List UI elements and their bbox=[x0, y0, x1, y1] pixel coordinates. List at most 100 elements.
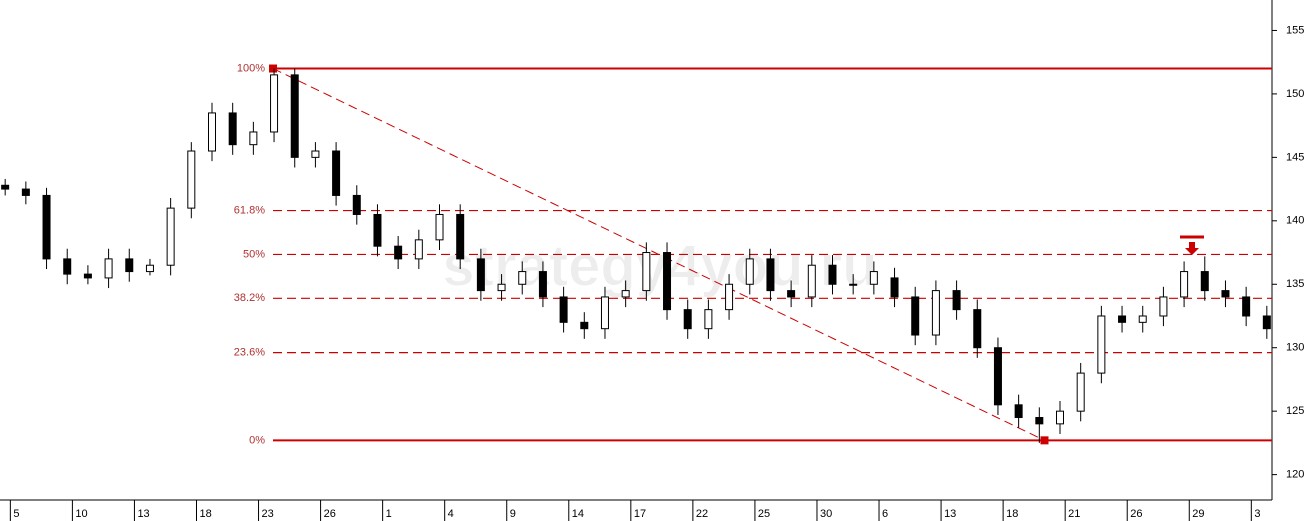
x-tick-label: 26 bbox=[324, 508, 336, 520]
fib-label: 0% bbox=[249, 434, 265, 446]
candle-body bbox=[166, 207, 175, 266]
x-tick-label: 23 bbox=[262, 508, 274, 520]
candle-body bbox=[1159, 296, 1168, 317]
candle-body bbox=[787, 290, 796, 298]
fib-anchor bbox=[269, 64, 278, 73]
candle-body bbox=[83, 273, 92, 279]
y-tick-label: 140 bbox=[1286, 215, 1304, 227]
x-tick-label: 17 bbox=[634, 508, 646, 520]
x-tick-label: 18 bbox=[199, 508, 211, 520]
fib-label: 61.8% bbox=[234, 204, 265, 216]
candle-body bbox=[766, 258, 775, 292]
candle-body bbox=[600, 296, 609, 330]
watermark: strategy4you.ru bbox=[442, 233, 877, 298]
candle-body bbox=[1138, 315, 1147, 323]
candle-body bbox=[518, 271, 527, 285]
y-tick-label: 125 bbox=[1286, 405, 1304, 417]
candle-body bbox=[973, 309, 982, 349]
x-tick-label: 30 bbox=[820, 508, 832, 520]
candle-body bbox=[1200, 271, 1209, 292]
x-tick-label: 26 bbox=[1130, 508, 1142, 520]
candle-body bbox=[993, 347, 1002, 406]
candle-body bbox=[270, 74, 279, 133]
candle-body bbox=[145, 264, 154, 273]
candle-body bbox=[725, 283, 734, 311]
x-tick-label: 4 bbox=[448, 508, 454, 520]
y-tick-label: 155 bbox=[1286, 24, 1304, 36]
candle-body bbox=[1014, 404, 1023, 419]
candle-body bbox=[21, 188, 30, 196]
candle-body bbox=[952, 290, 961, 311]
candle-body bbox=[663, 252, 672, 311]
fib-trend bbox=[272, 68, 1045, 441]
candle-body bbox=[42, 194, 51, 260]
x-tick-label: 3 bbox=[1254, 508, 1260, 520]
candle-body bbox=[249, 131, 258, 146]
y-tick-label: 130 bbox=[1286, 342, 1304, 354]
signal-arrow bbox=[1180, 235, 1204, 255]
candle-body bbox=[125, 258, 134, 273]
candle-body bbox=[311, 150, 320, 158]
candle-body bbox=[63, 258, 72, 275]
x-tick-label: 13 bbox=[944, 508, 956, 520]
y-tick-label: 145 bbox=[1286, 151, 1304, 163]
candle-body bbox=[869, 271, 878, 285]
candle-body bbox=[538, 271, 547, 298]
candle-body bbox=[332, 150, 341, 196]
candle-body bbox=[290, 74, 299, 158]
candle-body bbox=[1221, 290, 1230, 298]
candle-body bbox=[352, 194, 361, 215]
candle-body bbox=[187, 150, 196, 209]
candle-body bbox=[1118, 315, 1127, 323]
candle-body bbox=[1035, 417, 1044, 425]
candle-body bbox=[435, 213, 444, 241]
x-tick-label: 9 bbox=[510, 508, 516, 520]
candle-body bbox=[683, 309, 692, 330]
x-tick-label: 25 bbox=[758, 508, 770, 520]
y-tick-label: 120 bbox=[1286, 469, 1304, 481]
candle-body bbox=[394, 245, 403, 260]
candle-body bbox=[621, 290, 630, 298]
y-tick-label: 150 bbox=[1286, 88, 1304, 100]
x-tick-label: 10 bbox=[75, 508, 87, 520]
candle-body bbox=[849, 283, 858, 286]
candle-body bbox=[104, 258, 113, 279]
candle-body bbox=[642, 252, 651, 292]
x-tick-label: 13 bbox=[137, 508, 149, 520]
candle-body bbox=[1076, 372, 1085, 412]
candle-body bbox=[745, 258, 754, 285]
candle-body bbox=[1262, 315, 1271, 330]
fib-anchor bbox=[1040, 436, 1049, 445]
candle-body bbox=[373, 213, 382, 247]
y-tick-label: 135 bbox=[1286, 278, 1304, 290]
candle-body bbox=[497, 283, 506, 292]
x-tick-label: 21 bbox=[1068, 508, 1080, 520]
candle-body bbox=[208, 112, 216, 152]
x-tick-label: 18 bbox=[1006, 508, 1018, 520]
candle-body bbox=[1097, 315, 1106, 374]
candle-body bbox=[911, 296, 920, 336]
candle-body bbox=[476, 258, 485, 292]
fib-label: 50% bbox=[243, 248, 265, 260]
candle-body bbox=[931, 290, 940, 336]
candle-body bbox=[1, 184, 10, 190]
candle-body bbox=[228, 112, 237, 146]
candle-body bbox=[414, 239, 423, 260]
candle-body bbox=[1056, 410, 1064, 425]
candle-body bbox=[580, 321, 589, 330]
candle-body bbox=[807, 264, 816, 298]
candle-body bbox=[890, 277, 899, 298]
x-tick-label: 22 bbox=[696, 508, 708, 520]
x-tick-label: 29 bbox=[1192, 508, 1204, 520]
candle-body bbox=[559, 296, 568, 323]
fib-label: 38.2% bbox=[234, 292, 265, 304]
x-tick-label: 14 bbox=[572, 508, 584, 520]
x-tick-label: 1 bbox=[386, 508, 392, 520]
candle-body bbox=[1242, 296, 1251, 317]
candle-body bbox=[456, 213, 465, 260]
x-tick-label: 5 bbox=[13, 508, 19, 520]
candle-body bbox=[704, 309, 713, 330]
